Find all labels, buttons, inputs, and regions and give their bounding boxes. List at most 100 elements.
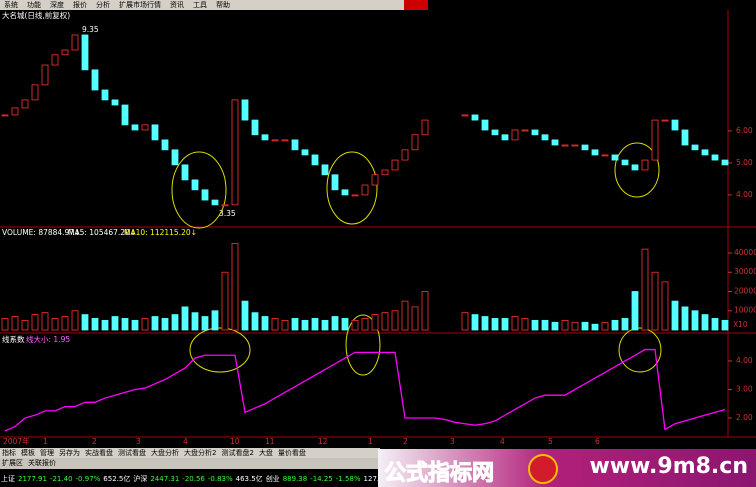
- volume-bar: [111, 316, 119, 331]
- volume-bar: [31, 314, 39, 331]
- x-axis-label: 4: [183, 437, 188, 446]
- volume-bar: [71, 310, 79, 331]
- ma10-label: MA10: 112115.20↓: [124, 228, 197, 237]
- volume-bar: [171, 314, 179, 331]
- tab[interactable]: 扩展区: [2, 459, 23, 467]
- menu-item[interactable]: 系统: [4, 1, 18, 9]
- candle: [471, 114, 479, 121]
- x-axis-label: 6: [595, 437, 600, 446]
- indicator-line: [4, 348, 726, 432]
- tab[interactable]: 大盘分析: [151, 449, 179, 457]
- candle: [551, 139, 559, 146]
- y-tick-label: 10000: [734, 306, 756, 315]
- tab[interactable]: 大盘: [258, 449, 273, 457]
- candle: [491, 129, 499, 136]
- candle: [611, 154, 619, 161]
- candle: [651, 119, 659, 161]
- volume-bar: [531, 319, 539, 331]
- banner: 公式指标网 www.9m8.cn: [378, 449, 756, 487]
- status-item: -1.58%: [335, 475, 361, 483]
- tab[interactable]: 测试看盘2: [221, 449, 254, 457]
- status-item: 创业: [265, 475, 280, 483]
- y-tick-label: 3.00: [736, 384, 753, 393]
- x-axis-label: 1: [368, 437, 373, 446]
- volume-bar: [591, 323, 599, 331]
- candle: [511, 129, 519, 141]
- tab[interactable]: 测试看盘: [118, 449, 146, 457]
- candle: [701, 149, 709, 156]
- stock-title: 大名城(日线,前复权): [2, 10, 70, 20]
- status-item: -21.40: [49, 475, 73, 483]
- menu-item[interactable]: 工具: [193, 1, 207, 9]
- volume-bar: [341, 318, 349, 331]
- x-axis-label: 10: [230, 437, 240, 446]
- volume-bar: [21, 319, 29, 331]
- candle: [41, 64, 49, 86]
- candle: [211, 199, 219, 206]
- status-item: 889.38: [282, 475, 308, 483]
- volume-bar: [361, 318, 369, 331]
- tab[interactable]: 另存为: [59, 449, 80, 457]
- candle: [111, 99, 119, 106]
- menu-item[interactable]: 扩展市场行情: [119, 1, 161, 9]
- menu-item[interactable]: 功能: [27, 1, 41, 9]
- banner-url: www.9m8.cn: [589, 454, 748, 479]
- volume-bar: [141, 318, 149, 331]
- tab[interactable]: 关联报价: [28, 459, 56, 467]
- y-tick-label: 5.00: [736, 158, 753, 167]
- candle: [501, 134, 509, 141]
- highlight-circle: [171, 151, 227, 229]
- volume-bar: [511, 316, 519, 331]
- tab-bar: 指标 模板 管理 另存为 实战看盘 测试看盘 大盘分析 大盘分析2 测试看盘2 大盘 量价看盘: [0, 448, 380, 458]
- menu-item[interactable]: 资讯: [170, 1, 184, 9]
- menu-item[interactable]: 报价: [73, 1, 87, 9]
- x-axis-label: 12: [318, 437, 328, 446]
- volume-bar: [481, 316, 489, 331]
- candle: [341, 189, 349, 196]
- volume-bar: [521, 318, 529, 331]
- tab[interactable]: 实战看盘: [85, 449, 113, 457]
- close-button[interactable]: [404, 0, 428, 10]
- status-item: -20.56: [182, 475, 205, 483]
- candle: [261, 134, 269, 141]
- status-item: -0.83%: [207, 475, 233, 483]
- candle: [101, 89, 109, 101]
- volume-bar: [131, 319, 139, 331]
- x-axis-label: 4: [500, 437, 505, 446]
- candle: [351, 194, 359, 197]
- x-axis-label: 3: [136, 437, 141, 446]
- volume-bar: [211, 310, 219, 331]
- status-item: -0.97%: [75, 475, 101, 483]
- candle: [671, 119, 679, 131]
- candle: [421, 119, 429, 136]
- candle: [71, 34, 79, 51]
- volume-bar: [561, 319, 569, 331]
- status-item: 2177.91: [18, 475, 47, 483]
- menu-item[interactable]: 深度: [50, 1, 64, 9]
- candle: [621, 159, 629, 166]
- tab[interactable]: 指标: [2, 449, 16, 457]
- y-tick-label: 4.00: [736, 190, 753, 199]
- highlight-circle: [614, 142, 660, 198]
- status-item: 上证: [1, 475, 15, 483]
- y-tick-label: 2.00: [736, 413, 753, 422]
- candle: [281, 139, 289, 142]
- volume-bar: [471, 314, 479, 331]
- volume-bar: [721, 319, 729, 331]
- candle: [371, 174, 379, 186]
- status-item: -14.25: [310, 475, 333, 483]
- menu-item[interactable]: 帮助: [216, 1, 230, 9]
- volume-bar: [581, 321, 589, 331]
- tab[interactable]: 大盘分析2: [184, 449, 217, 457]
- volume-bar: [541, 319, 549, 331]
- tab[interactable]: 管理: [40, 449, 54, 457]
- status-item: 127.9亿: [364, 472, 391, 487]
- menu-item[interactable]: 分析: [96, 1, 110, 9]
- volume-bar: [571, 321, 579, 331]
- tab[interactable]: 模板: [21, 449, 35, 457]
- candle: [31, 84, 39, 101]
- candle: [641, 159, 649, 171]
- volume-bar: [461, 312, 469, 331]
- tab[interactable]: 量价看盘: [277, 449, 306, 457]
- candle: [141, 124, 149, 131]
